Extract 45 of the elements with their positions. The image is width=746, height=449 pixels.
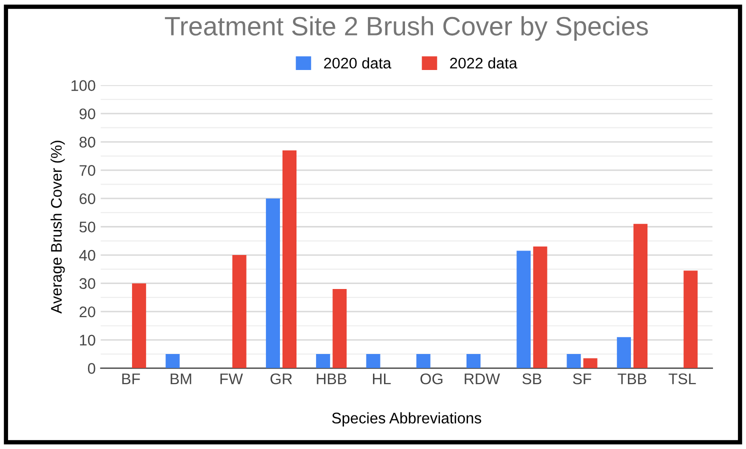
x-tick-label: RDW [464, 374, 500, 384]
x-tick-label: SB [522, 373, 542, 384]
bar [566, 354, 581, 368]
y-tick-label: 20 [80, 306, 96, 318]
y-tick-label: 80 [80, 136, 96, 148]
bar [533, 246, 548, 368]
x-tick-label: FW [220, 374, 243, 384]
y-tick-label: 30 [79, 278, 96, 290]
x-tick-label: GR [270, 373, 292, 384]
bar [232, 255, 246, 368]
x-axis-title: Species Abbreviations [332, 412, 482, 427]
bar [416, 354, 430, 368]
bar [332, 288, 347, 368]
x-tick-label: HL [372, 374, 391, 384]
x-tick-label: TBB [618, 374, 646, 384]
x-tick-label: BM [170, 374, 192, 384]
y-tick-label: 60 [80, 193, 96, 204]
bar [266, 198, 280, 368]
x-tick-label: HBB [316, 374, 346, 384]
bar [466, 354, 481, 368]
bar [166, 354, 180, 368]
bar [132, 283, 146, 368]
x-tick-label: OG [420, 373, 442, 384]
y-tick-label: 50 [79, 222, 96, 232]
y-tick-label: 100 [72, 80, 96, 91]
bar [282, 150, 297, 368]
chart-title: Treatment Site 2 Brush Cover by Species [164, 16, 648, 41]
legend-label: 2020 data [324, 57, 392, 69]
bar [366, 354, 380, 368]
legend-label: 2022 data [450, 57, 518, 69]
bar [633, 224, 648, 368]
y-tick-label: 0 [88, 363, 96, 374]
bar [583, 358, 598, 368]
bar [316, 354, 330, 368]
y-tick-label: 70 [80, 165, 96, 176]
y-tick-label: 90 [80, 108, 96, 120]
y-tick-label: 40 [79, 250, 96, 261]
x-tick-label: BF [122, 374, 140, 384]
y-axis-title: Average Brush Cover (%) [50, 140, 65, 314]
bar [616, 337, 631, 368]
y-tick-label: 10 [80, 334, 96, 346]
bar [684, 270, 698, 368]
x-tick-label: SF [572, 373, 592, 384]
bar [516, 250, 531, 368]
x-tick-label: TSL [668, 373, 696, 384]
